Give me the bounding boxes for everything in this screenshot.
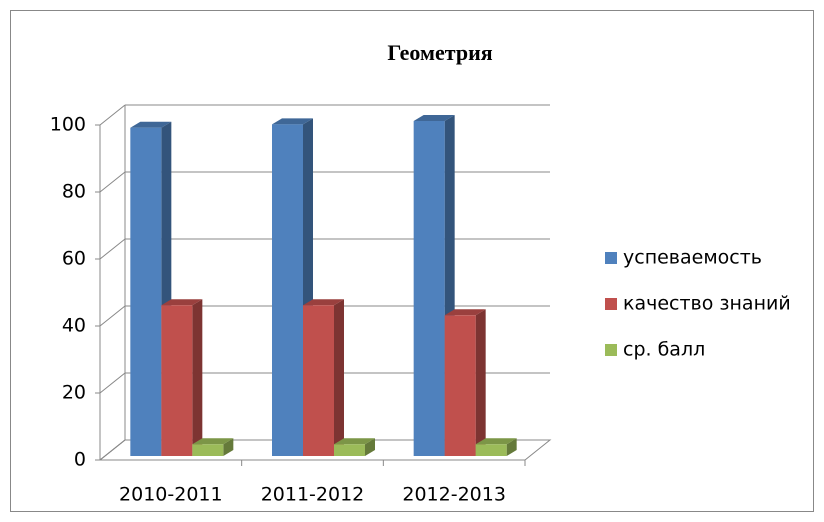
bar xyxy=(413,121,445,456)
y-tick-label: 100 xyxy=(50,114,86,136)
bar xyxy=(444,315,476,456)
grid-line xyxy=(99,104,126,126)
bar xyxy=(161,305,193,456)
x-tick-label: 2010-2011 xyxy=(119,484,223,506)
bar xyxy=(130,127,162,456)
y-tick-label: 60 xyxy=(62,248,86,270)
bar-top xyxy=(192,438,234,445)
legend-label: качество знаний xyxy=(623,293,791,315)
bar xyxy=(334,444,365,456)
x-tick-label: 2012-2013 xyxy=(402,484,506,506)
bar-top xyxy=(413,115,455,121)
bar-top xyxy=(334,438,375,445)
bar-side xyxy=(334,299,344,456)
chart-title: Геометрия xyxy=(387,40,492,65)
grid-line xyxy=(99,305,126,327)
bar xyxy=(303,305,334,456)
x-tick-label: 2011-2012 xyxy=(261,484,365,506)
legend-swatch xyxy=(605,344,617,356)
bar-top xyxy=(272,118,313,125)
bar xyxy=(272,124,303,456)
bar-side xyxy=(365,438,375,456)
y-tick-label: 80 xyxy=(62,181,86,203)
grid-line xyxy=(99,372,126,394)
bar-top xyxy=(161,299,203,306)
y-tick-label: 20 xyxy=(62,382,86,404)
bar-side xyxy=(223,438,234,456)
bar-side xyxy=(506,438,517,456)
bar-side xyxy=(192,299,203,456)
grid-line xyxy=(99,238,126,260)
legend-label: ср. балл xyxy=(623,339,705,361)
legend-swatch xyxy=(605,298,617,310)
grid-line xyxy=(99,439,126,461)
legend-label: успеваемость xyxy=(623,247,762,269)
y-tick-label: 0 xyxy=(74,449,86,471)
bar xyxy=(475,444,507,456)
y-tick-label: 40 xyxy=(62,315,86,337)
grid-line xyxy=(99,171,126,193)
bar-top xyxy=(444,309,486,316)
bar-top xyxy=(475,438,517,445)
bar-top xyxy=(130,121,172,128)
bar-top xyxy=(303,299,344,306)
bar xyxy=(192,444,224,456)
legend-swatch xyxy=(605,252,617,264)
bar-side xyxy=(475,309,486,456)
